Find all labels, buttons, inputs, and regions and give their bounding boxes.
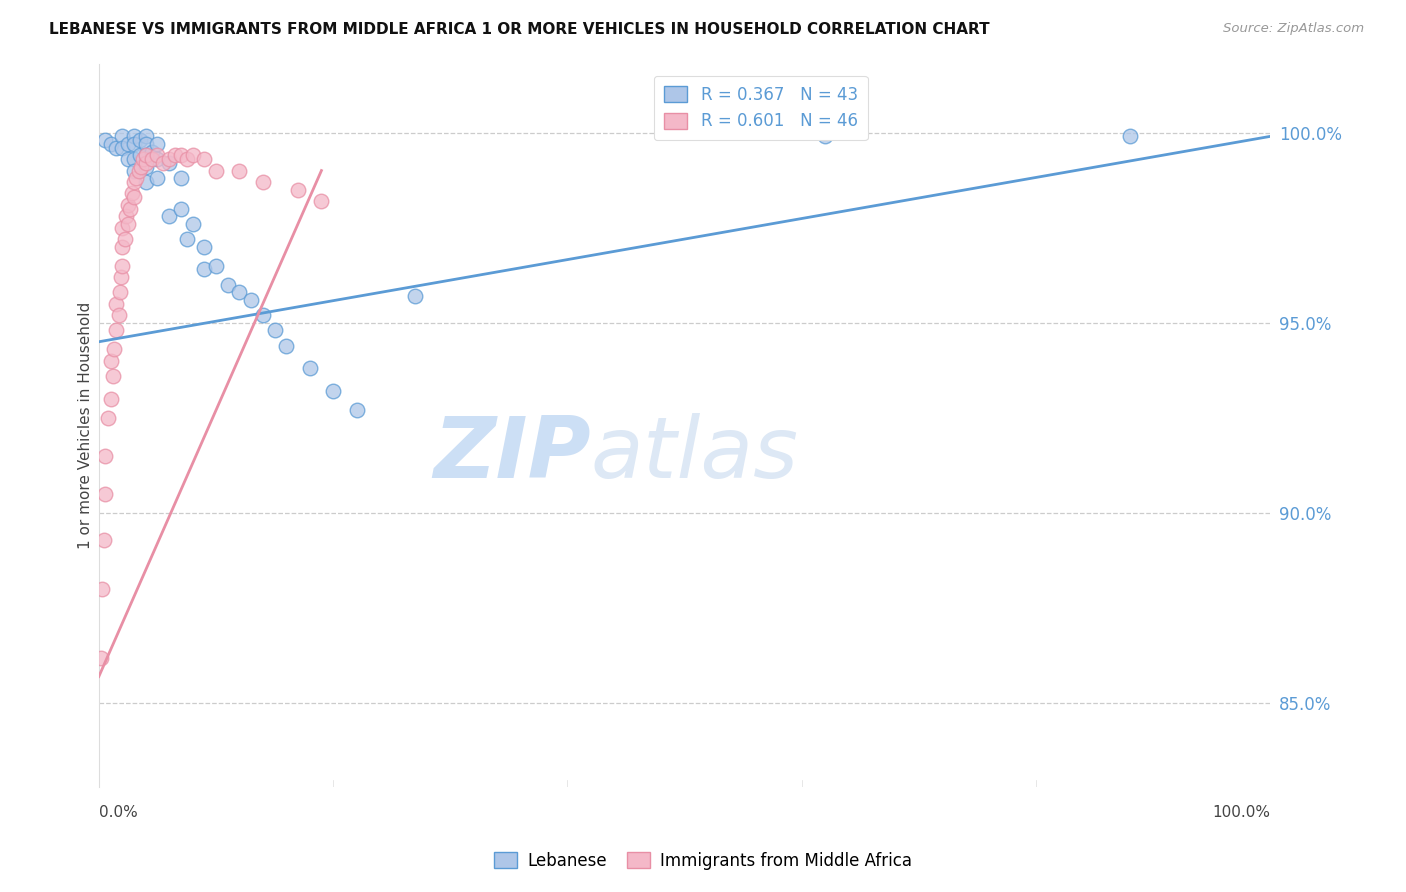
Text: Source: ZipAtlas.com: Source: ZipAtlas.com [1223,22,1364,36]
Point [110,270,132,285]
Legend: R = 0.367   N = 43, R = 0.601   N = 46: R = 0.367 N = 43, R = 0.601 N = 46 [654,76,868,140]
Point [228,163,250,178]
Point [122,190,145,204]
Point [322,384,344,399]
Point [111,129,134,144]
Point [90,650,112,665]
Point [181,148,204,162]
Point [404,289,426,303]
Point [128,163,150,178]
Point [298,361,321,376]
Point [276,338,298,352]
Point [91,582,114,596]
Point [93,133,115,147]
Point [814,129,837,144]
Point [100,136,122,151]
Point [146,152,169,166]
Point [97,410,120,425]
Point [105,323,128,337]
Point [181,217,204,231]
Point [132,152,155,166]
Point [146,148,169,162]
Point [135,160,157,174]
Point [121,186,143,201]
Point [107,308,129,322]
Point [111,220,134,235]
Point [152,156,174,170]
Point [135,148,157,162]
Point [122,175,145,189]
Point [170,171,193,186]
Point [93,487,115,501]
Text: atlas: atlas [591,413,799,496]
Point [101,369,124,384]
Point [176,152,198,166]
Point [122,152,145,166]
Point [217,277,239,292]
Point [114,232,136,246]
Point [205,259,228,273]
Text: LEBANESE VS IMMIGRANTS FROM MIDDLE AFRICA 1 OR MORE VEHICLES IN HOUSEHOLD CORREL: LEBANESE VS IMMIGRANTS FROM MIDDLE AFRIC… [49,22,990,37]
Point [170,202,193,216]
Point [193,262,215,277]
Text: ZIP: ZIP [433,413,591,496]
Y-axis label: 1 or more Vehicles in Household: 1 or more Vehicles in Household [79,301,93,549]
Point [135,129,157,144]
Point [287,183,309,197]
Point [252,175,274,189]
Text: 0.0%: 0.0% [98,805,138,820]
Point [157,209,180,223]
Point [193,152,215,166]
Point [252,308,274,322]
Point [100,392,122,406]
Point [205,163,228,178]
Point [111,259,134,273]
Point [135,156,157,170]
Point [1119,129,1142,144]
Point [108,285,131,300]
Point [103,343,125,357]
Legend: Lebanese, Immigrants from Middle Africa: Lebanese, Immigrants from Middle Africa [488,846,918,877]
Point [311,194,333,208]
Point [346,403,368,417]
Point [128,133,150,147]
Point [117,152,139,166]
Point [170,148,193,162]
Point [146,136,169,151]
Point [125,171,148,186]
Point [240,293,263,307]
Point [117,217,139,231]
Point [141,145,163,159]
Point [129,160,152,174]
Point [163,148,186,162]
Point [146,171,169,186]
Point [93,449,115,463]
Text: 100.0%: 100.0% [1212,805,1271,820]
Point [176,232,198,246]
Point [263,323,285,337]
Point [122,136,145,151]
Point [128,148,150,162]
Point [100,353,122,368]
Point [157,156,180,170]
Point [228,285,250,300]
Point [105,141,128,155]
Point [135,148,157,162]
Point [193,240,215,254]
Point [111,141,134,155]
Point [114,209,136,223]
Point [135,136,157,151]
Point [122,129,145,144]
Point [117,136,139,151]
Point [105,296,128,310]
Point [120,202,142,216]
Point [93,533,115,547]
Point [122,163,145,178]
Point [135,175,157,189]
Point [157,152,180,166]
Point [117,198,139,212]
Point [141,152,163,166]
Point [111,240,134,254]
